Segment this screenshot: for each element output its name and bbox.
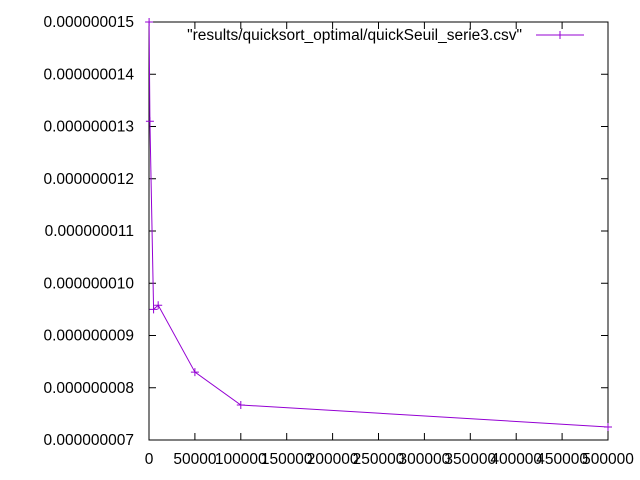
x-tick-label: 50000 bbox=[173, 451, 216, 468]
y-tick-label: 0.000000015 bbox=[43, 14, 134, 31]
data-point bbox=[236, 400, 245, 409]
y-tick-label: 0.000000014 bbox=[43, 66, 134, 83]
y-tick-label: 0.000000012 bbox=[43, 171, 134, 188]
x-tick-label: 350000 bbox=[444, 451, 496, 468]
x-tick-label: 200000 bbox=[307, 451, 359, 468]
data-point bbox=[145, 117, 154, 126]
axis-ticks bbox=[148, 21, 609, 441]
legend-label: "results/quicksort_optimal/quickSeuil_se… bbox=[187, 27, 522, 44]
x-tick-label: 100000 bbox=[215, 451, 267, 468]
data-point bbox=[149, 305, 158, 314]
y-tick-label: 0.000000007 bbox=[43, 432, 134, 449]
x-tick-label: 150000 bbox=[261, 451, 313, 468]
x-tick-label: 0 bbox=[145, 451, 154, 468]
y-tick-label: 0.000000011 bbox=[45, 223, 134, 240]
data-point bbox=[154, 301, 163, 310]
y-tick-label: 0.000000013 bbox=[43, 119, 134, 136]
y-tick-label: 0.000000010 bbox=[43, 275, 134, 292]
x-tick-label: 400000 bbox=[490, 451, 542, 468]
y-tick-labels: 0.000000007 0.000000008 0.000000009 0.00000… bbox=[43, 14, 134, 449]
series-layer bbox=[145, 18, 612, 431]
x-tick-label: 450000 bbox=[536, 451, 588, 468]
y-tick-label: 0.000000009 bbox=[43, 328, 134, 345]
x-tick-labels: 0 500001000001500002000002500003000003500… bbox=[145, 451, 635, 468]
x-tick-label: 250000 bbox=[353, 451, 405, 468]
data-point bbox=[604, 422, 612, 431]
legend-point-marker bbox=[556, 31, 564, 39]
data-point bbox=[190, 368, 199, 377]
x-tick-label: 300000 bbox=[399, 451, 451, 468]
data-point bbox=[145, 18, 154, 26]
legend: "results/quicksort_optimal/quickSeuil_se… bbox=[187, 27, 584, 44]
y-tick-label: 0.000000008 bbox=[43, 380, 134, 397]
x-tick-label: 500000 bbox=[582, 451, 634, 468]
plot-frame bbox=[148, 21, 609, 441]
series-line bbox=[148, 21, 609, 428]
